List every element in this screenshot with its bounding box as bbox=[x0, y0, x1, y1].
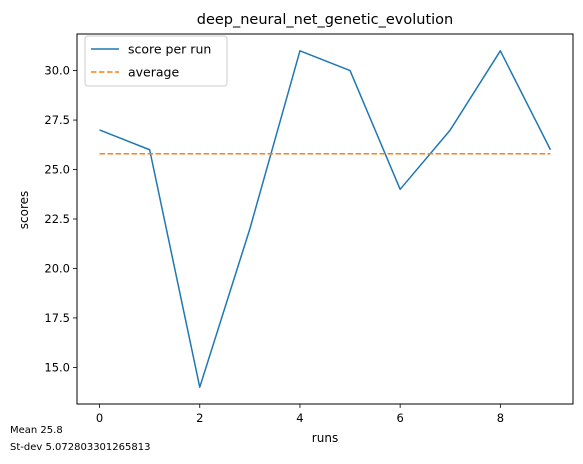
legend: score per run average bbox=[84, 35, 228, 87]
mean-text: Mean 25.8 bbox=[10, 425, 63, 436]
series-line-score-per-run bbox=[99, 50, 552, 388]
y-tick-label: 27.5 bbox=[44, 113, 70, 127]
y-tick-label: 17.5 bbox=[44, 311, 70, 325]
chart-title: deep_neural_net_genetic_evolution bbox=[197, 12, 454, 28]
x-tick-label: 4 bbox=[296, 411, 303, 425]
y-tick-label: 15.0 bbox=[44, 360, 70, 374]
stdev-text: St-dev 5.072803301265813 bbox=[10, 442, 151, 453]
legend-box bbox=[84, 35, 228, 87]
y-axis-label: scores bbox=[17, 191, 31, 230]
x-tick-label: 2 bbox=[196, 411, 203, 425]
x-tick-label: 8 bbox=[497, 411, 504, 425]
y-tick-label: 20.0 bbox=[44, 261, 70, 275]
legend-label-score-per-run: score per run bbox=[128, 42, 211, 57]
x-tick-label: 0 bbox=[96, 411, 103, 425]
y-tick-label: 22.5 bbox=[44, 212, 70, 226]
y-tick-label: 30.0 bbox=[44, 64, 70, 78]
y-tick-label: 25.0 bbox=[44, 163, 70, 177]
plot-frame bbox=[76, 33, 574, 405]
x-axis-label: runs bbox=[312, 431, 338, 445]
legend-label-average: average bbox=[128, 65, 179, 80]
x-tick-label: 6 bbox=[396, 411, 403, 425]
